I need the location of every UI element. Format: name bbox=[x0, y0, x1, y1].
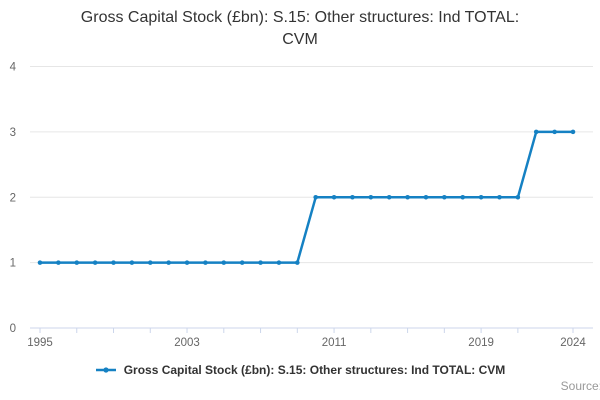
data-point[interactable] bbox=[515, 194, 521, 200]
y-axis-label: 3 bbox=[10, 127, 16, 139]
data-point[interactable] bbox=[166, 260, 171, 265]
source-label: Source: bbox=[560, 379, 600, 393]
data-point[interactable] bbox=[56, 260, 61, 265]
data-point[interactable] bbox=[37, 260, 43, 265]
data-point[interactable] bbox=[405, 194, 410, 200]
y-axis-label: 1 bbox=[10, 258, 16, 270]
chart-title: Gross Capital Stock (£bn): S.15: Other s… bbox=[80, 9, 520, 48]
data-point[interactable] bbox=[423, 194, 429, 200]
data-point[interactable] bbox=[111, 260, 116, 265]
x-axis-label: 2019 bbox=[468, 337, 494, 349]
data-point[interactable] bbox=[74, 260, 80, 265]
data-point[interactable] bbox=[221, 260, 227, 265]
data-point[interactable] bbox=[478, 194, 484, 200]
line-chart: 0 1 2 3 4 1995 2003 2011 2019 2024 bbox=[10, 62, 593, 349]
x-axis-label: 2024 bbox=[560, 337, 586, 349]
data-point[interactable] bbox=[497, 194, 502, 200]
data-point[interactable] bbox=[184, 260, 190, 265]
legend-item-label: Gross Capital Stock (£bn): S.15: Other s… bbox=[123, 363, 506, 377]
data-point[interactable] bbox=[350, 194, 355, 200]
x-axis-label: 1995 bbox=[27, 337, 53, 349]
data-point[interactable] bbox=[552, 129, 557, 135]
y-axis-label: 4 bbox=[10, 62, 17, 74]
data-point[interactable] bbox=[368, 194, 374, 200]
data-point[interactable] bbox=[460, 194, 466, 200]
y-axis-label: 0 bbox=[10, 323, 16, 335]
data-point[interactable] bbox=[92, 260, 98, 265]
data-point[interactable] bbox=[313, 194, 318, 200]
data-point[interactable] bbox=[239, 260, 245, 265]
data-point[interactable] bbox=[203, 260, 208, 265]
data-point[interactable] bbox=[129, 260, 135, 265]
y-axis-label: 2 bbox=[10, 192, 16, 204]
data-point[interactable] bbox=[442, 194, 447, 200]
series-line-icon bbox=[95, 367, 116, 373]
data-point[interactable] bbox=[258, 260, 263, 265]
data-point[interactable] bbox=[570, 129, 576, 135]
x-axis-label: 2003 bbox=[174, 337, 200, 349]
data-point[interactable] bbox=[147, 260, 153, 265]
legend: Gross Capital Stock (£bn): S.15: Other s… bbox=[0, 363, 600, 377]
legend-item[interactable]: Gross Capital Stock (£bn): S.15: Other s… bbox=[95, 363, 506, 377]
data-point[interactable] bbox=[533, 129, 539, 135]
data-point[interactable] bbox=[386, 194, 392, 200]
series-line bbox=[38, 130, 575, 264]
data-point[interactable] bbox=[331, 194, 337, 200]
data-point[interactable] bbox=[295, 260, 300, 265]
data-point[interactable] bbox=[276, 260, 282, 265]
x-axis-label: 2011 bbox=[322, 337, 347, 349]
